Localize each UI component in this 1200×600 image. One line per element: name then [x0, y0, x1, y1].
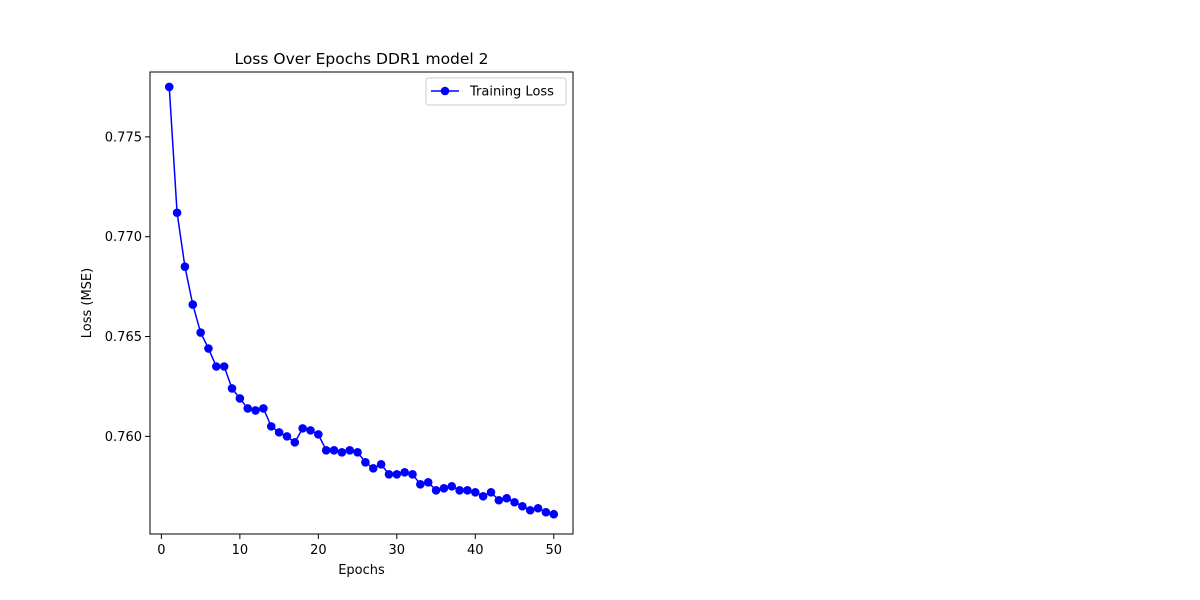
series-layer — [164, 82, 559, 519]
training-loss-point — [525, 505, 535, 515]
legend: Training Loss — [425, 77, 567, 106]
training-loss-point — [478, 491, 488, 501]
training-loss-point — [251, 406, 260, 415]
training-loss-point — [259, 404, 268, 413]
training-loss-point — [219, 362, 229, 371]
training-loss-point — [494, 495, 504, 505]
training-loss-point — [510, 497, 519, 507]
training-loss-point — [463, 485, 472, 495]
training-loss-point — [368, 464, 378, 473]
training-loss-point — [408, 470, 417, 479]
x-tick-label: 10 — [232, 543, 249, 558]
training-loss-point — [533, 503, 543, 513]
x-ticks: 0 10 20 30 40 50 — [157, 534, 562, 558]
training-loss-point — [392, 470, 402, 479]
training-loss-point — [274, 428, 284, 437]
training-loss-point — [549, 509, 559, 519]
training-loss-point — [439, 483, 449, 493]
training-loss-point — [431, 485, 441, 495]
y-ticks: 0.760 0.765 0.770 0.775 — [105, 130, 150, 445]
training-loss-point — [345, 446, 355, 455]
training-loss-point — [266, 422, 276, 431]
plot-frame — [149, 71, 574, 535]
training-loss-point — [384, 470, 394, 479]
training-loss-point — [227, 384, 237, 393]
training-loss-point — [290, 438, 300, 447]
training-loss-point — [337, 448, 347, 457]
training-loss-point — [400, 468, 409, 477]
training-loss-point — [416, 479, 425, 489]
y-tick-label: 0.770 — [105, 230, 142, 245]
chart-title: Loss Over Epochs DDR1 model 2 — [234, 50, 488, 68]
training-loss-point — [172, 208, 182, 218]
training-loss-point — [212, 362, 221, 371]
axes: 0 10 20 30 40 50 0.760 0.765 0.770 0.775 — [105, 71, 574, 558]
training-loss-point — [486, 487, 496, 497]
y-tick-label: 0.775 — [105, 130, 142, 145]
training-loss-point — [196, 328, 205, 337]
x-axis-label: Epochs — [338, 563, 385, 578]
training-loss-point — [470, 487, 480, 497]
training-loss-point — [164, 82, 174, 92]
training-loss-point — [306, 426, 315, 435]
training-loss-point — [353, 448, 362, 457]
training-loss-point — [282, 432, 292, 441]
training-loss-point — [321, 446, 331, 455]
x-tick-label: 50 — [545, 543, 562, 558]
x-tick-label: 0 — [157, 543, 165, 558]
y-tick-label: 0.760 — [105, 430, 142, 445]
training-loss-point — [541, 507, 551, 517]
training-loss-point — [502, 493, 511, 503]
training-loss-point — [455, 485, 464, 495]
training-loss-point — [314, 430, 323, 439]
x-tick-label: 20 — [310, 543, 327, 558]
training-loss-point — [423, 477, 433, 487]
y-tick-label: 0.765 — [105, 330, 142, 345]
training-loss-point — [180, 262, 190, 271]
legend-label: Training Loss — [469, 85, 554, 100]
training-loss-point — [298, 424, 307, 433]
training-loss-point — [204, 344, 213, 353]
legend-box — [425, 77, 567, 106]
x-tick-label: 40 — [467, 543, 484, 558]
training-loss-point — [447, 481, 457, 491]
training-loss-point — [243, 404, 253, 413]
y-axis-label: Loss (MSE) — [80, 268, 95, 338]
training-loss-point — [376, 460, 386, 469]
x-tick-label: 30 — [389, 543, 406, 558]
training-loss-point — [188, 300, 198, 309]
training-loss-point — [329, 446, 339, 455]
training-loss-point — [518, 501, 527, 511]
legend-marker-swatch — [440, 86, 450, 96]
training-loss-point — [235, 394, 245, 403]
training-loss-point — [361, 458, 370, 467]
